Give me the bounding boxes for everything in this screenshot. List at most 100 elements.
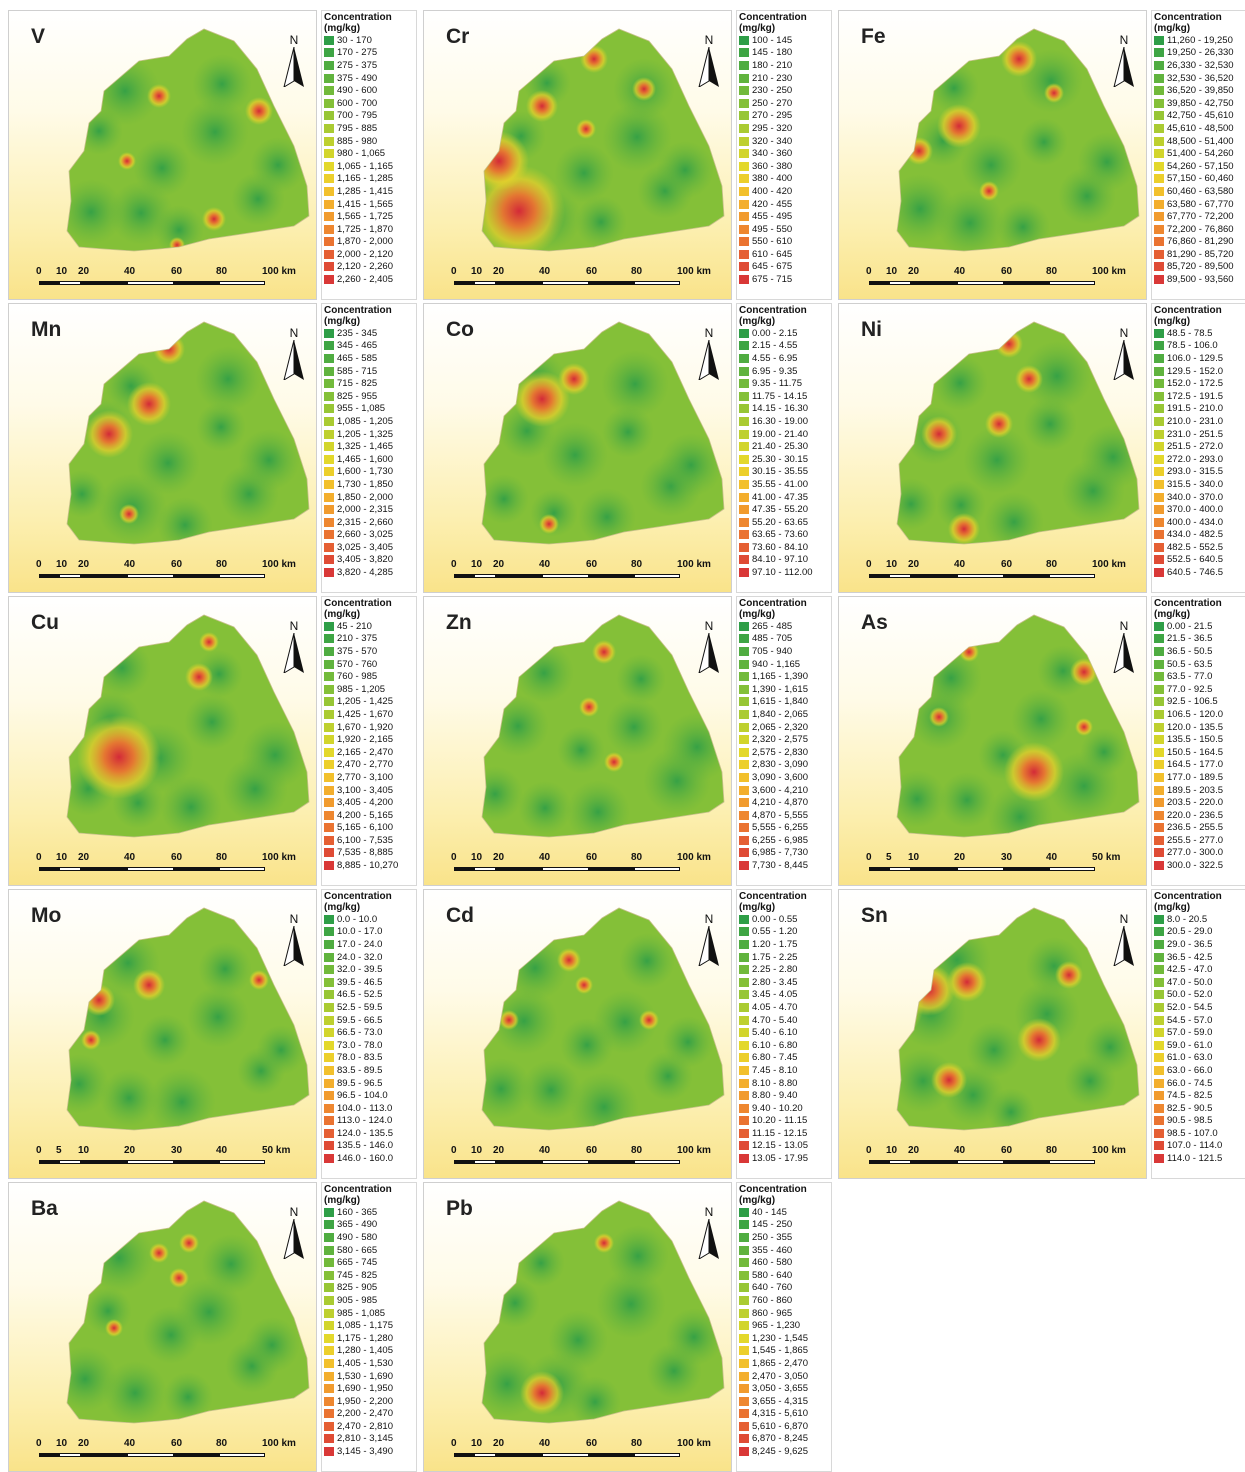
legend-item: 610 - 645	[739, 248, 831, 261]
interpolated-surface	[481, 1200, 725, 1424]
legend-swatch	[1154, 823, 1164, 833]
legend-range: 235 - 345	[337, 327, 378, 339]
legend-range: 1,280 - 1,405	[337, 1345, 393, 1357]
scale-bar: 0 10 20 40 60 80 100 km	[36, 559, 309, 589]
low-zone	[192, 54, 252, 114]
legend-item: 580 - 665	[324, 1244, 416, 1257]
legend-range: 3,050 - 3,655	[752, 1383, 808, 1395]
legend-range: 1,390 - 1,615	[752, 683, 808, 695]
scale-segment	[59, 1160, 81, 1164]
legend-item: 1,865 - 2,470	[739, 1357, 831, 1370]
legend-item: 2,830 - 3,090	[739, 759, 831, 772]
legend-swatch	[1154, 366, 1164, 376]
legend-swatch	[1154, 174, 1164, 184]
legend-item: 83.5 - 89.5	[324, 1064, 416, 1077]
legend-swatch	[739, 429, 749, 439]
scale-segment	[589, 1160, 634, 1164]
concentration-map: As N 0 5 10 20 30 40 50 km	[838, 596, 1147, 886]
map-panel-mn: Mn N 0 10 20 40 60 80 100 km Concentration (mg/kg)…	[8, 303, 419, 593]
scale-tick: 30	[171, 1145, 183, 1156]
scale-segment	[39, 1453, 59, 1457]
scale-tick: 10	[56, 1438, 68, 1449]
legend-swatch	[324, 1207, 334, 1217]
low-zone	[897, 770, 946, 828]
hotspot	[594, 1233, 614, 1253]
legend-range: 6,100 - 7,535	[337, 834, 393, 846]
legend-range: 340.0 - 370.0	[1167, 491, 1223, 503]
legend-swatch	[324, 1308, 334, 1318]
legend-item: 340 - 360	[739, 147, 831, 160]
hotspot	[937, 104, 981, 148]
legend-swatch	[324, 1245, 334, 1255]
legend-unit: (mg/kg)	[324, 902, 361, 913]
legend-swatch	[739, 505, 749, 515]
legend-range: 255.5 - 277.0	[1167, 834, 1223, 846]
scale-segment	[634, 574, 680, 578]
legend-item: 220.0 - 236.5	[1154, 809, 1245, 822]
legend-swatch	[324, 542, 334, 552]
legend-item: 6.10 - 6.80	[739, 1039, 831, 1052]
scale-segment	[454, 867, 474, 871]
legend-range: 48,500 - 51,400	[1167, 135, 1234, 147]
legend-swatch	[324, 1295, 334, 1305]
scale-tick: 60	[586, 1438, 598, 1449]
legend-swatch	[1154, 186, 1164, 196]
hotspot	[604, 752, 624, 772]
legend-item: 74.5 - 82.5	[1154, 1089, 1245, 1102]
legend-swatch	[1154, 952, 1164, 962]
low-zone	[1037, 645, 1089, 697]
legend-item: 16.30 - 19.00	[739, 415, 831, 428]
legend-range: 82.5 - 90.5	[1167, 1102, 1213, 1114]
scale-segment	[889, 574, 911, 578]
hotspot	[1004, 742, 1064, 802]
scale-tick: 10	[471, 1145, 483, 1156]
scale-tick: 100 km	[677, 1145, 711, 1156]
legend-swatch	[324, 709, 334, 719]
scale-segment	[454, 281, 474, 285]
scale-segment	[219, 1453, 265, 1457]
north-arrow-icon: N	[694, 912, 724, 972]
concentration-map: Mo N 0 5 10 20 30 40 50 km	[8, 889, 317, 1179]
scale-tick: 80	[1046, 1145, 1058, 1156]
scale-segment	[174, 281, 219, 285]
legend-swatch	[1154, 634, 1164, 644]
legend-item: 3,145 - 3,490	[324, 1445, 416, 1458]
legend-swatch	[739, 442, 749, 452]
legend-swatch	[739, 353, 749, 363]
legend-range: 4.70 - 5.40	[752, 1014, 798, 1026]
legend-item: 54.5 - 57.0	[1154, 1014, 1245, 1027]
legend-range: 0.55 - 1.20	[752, 926, 798, 938]
legend-swatch	[739, 328, 749, 338]
legend-range: 39.5 - 46.5	[337, 976, 383, 988]
legend-swatch	[324, 861, 334, 871]
hotspot	[575, 976, 593, 994]
scale-tick: 40	[539, 1438, 551, 1449]
scale-tick: 40	[216, 1145, 228, 1156]
concentration-legend: Concentration (mg/kg) 235 - 345 345 - 465 46…	[321, 303, 417, 593]
concentration-legend: Concentration (mg/kg) 40 - 145 145 - 250 250…	[736, 1182, 832, 1472]
legend-swatch	[324, 1103, 334, 1113]
legend-range: 355 - 460	[752, 1244, 793, 1256]
legend-swatch	[739, 161, 749, 171]
scale-segment	[911, 574, 957, 578]
scale-segment	[911, 281, 957, 285]
legend-item: 0.00 - 0.55	[739, 913, 831, 926]
legend-item: 1,415 - 1,565	[324, 198, 416, 211]
legend-swatch	[739, 1409, 749, 1419]
legend-range: 3.45 - 4.05	[752, 989, 798, 1001]
legend-range: 4,200 - 5,165	[337, 809, 393, 821]
legend-swatch	[1154, 1015, 1164, 1025]
map-grid: V N 0 10 20 40 60 80 100 km Concentration (mg/kg) 3…	[8, 10, 1245, 1472]
legend-swatch	[739, 798, 749, 808]
legend-item: 1.20 - 1.75	[739, 938, 831, 951]
legend-item: 2.15 - 4.55	[739, 340, 831, 353]
legend-swatch	[324, 990, 334, 1000]
legend-range: 120.0 - 135.5	[1167, 721, 1223, 733]
legend-title-text: Concentration	[324, 1184, 392, 1195]
scale-bar: 0 10 20 40 60 80 100 km	[866, 1145, 1139, 1175]
scale-tick: 60	[171, 1438, 183, 1449]
legend-range: 370.0 - 400.0	[1167, 504, 1223, 516]
legend-range: 210 - 230	[752, 72, 793, 84]
legend-range: 54,260 - 57,150	[1167, 160, 1234, 172]
legend-item: 295 - 320	[739, 122, 831, 135]
